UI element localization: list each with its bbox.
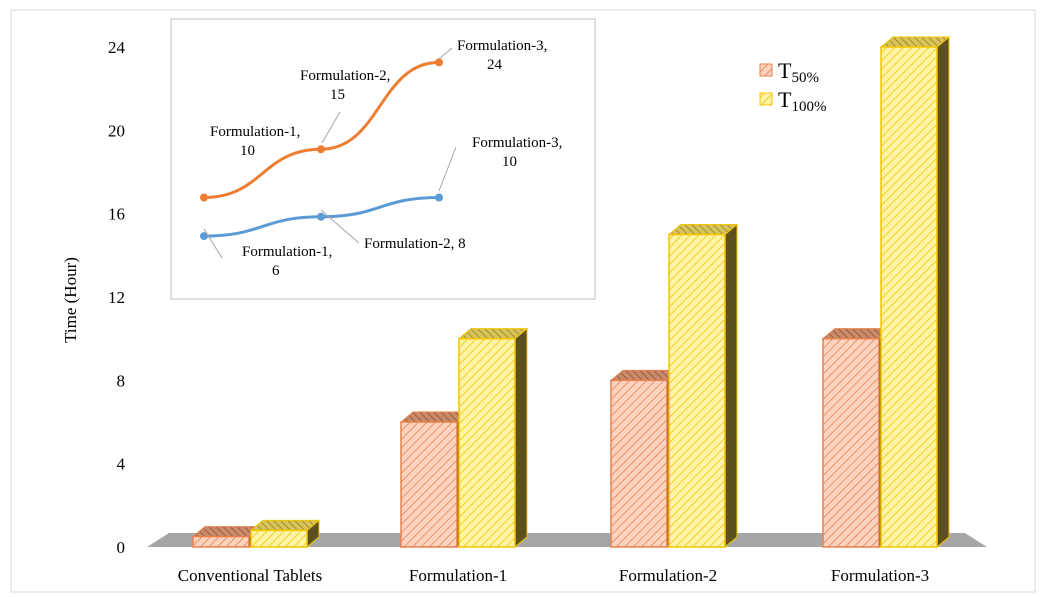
- inset-leader-line: [320, 209, 360, 244]
- inset-line-chart: Formulation-1, 10 Formulation-2, 15 Formulat…: [170, 18, 596, 300]
- bar-front: [610, 379, 668, 548]
- inset-data-label: Formulation-2, 8: [364, 236, 466, 252]
- inset-leader-line: [321, 111, 341, 144]
- bar-top: [457, 328, 529, 340]
- legend-label-t100: T100%: [778, 87, 826, 115]
- inset-leader-line: [438, 47, 453, 60]
- inset-data-label: Formulation-1,: [242, 244, 332, 260]
- bars: [191, 35, 951, 549]
- inset-data-label: Formulation-1,: [210, 124, 300, 140]
- inset-data-label: 24: [487, 57, 503, 73]
- y-tick-label: 8: [117, 371, 126, 390]
- bar-t100-0: [249, 519, 321, 549]
- bar-side: [724, 223, 738, 549]
- inset-point: [200, 193, 208, 202]
- bar-front: [880, 46, 938, 548]
- bar-t100-1: [457, 327, 529, 549]
- inset-data-label: 6: [272, 263, 280, 279]
- inset-data-label: 15: [330, 87, 345, 103]
- legend-swatch-t50: [759, 63, 773, 77]
- inset-point: [435, 193, 443, 202]
- category-labels: Conventional Tablets Formulation-1 Formula…: [178, 566, 929, 585]
- y-tick-label: 20: [108, 121, 125, 140]
- bar-t100-2: [667, 223, 739, 549]
- inset-data-label: Formulation-3,: [457, 38, 547, 54]
- y-axis-ticks: 0 4 8 12 16 20 24: [108, 38, 126, 557]
- inset-point: [317, 145, 325, 154]
- y-tick-label: 0: [117, 538, 126, 557]
- inset-frame: [170, 18, 596, 300]
- bar-front: [822, 337, 880, 548]
- y-tick-label: 4: [117, 455, 126, 474]
- chart-frame: [10, 9, 1036, 593]
- bar-top: [249, 519, 321, 531]
- inset-point: [317, 212, 325, 221]
- category-label: Formulation-3: [831, 566, 929, 585]
- category-label: Formulation-2: [619, 566, 717, 585]
- bar-t100-3: [879, 35, 951, 549]
- bar-top: [879, 36, 951, 48]
- legend: T50% T100%: [759, 58, 826, 115]
- legend-swatch-t100: [759, 92, 773, 106]
- category-label: Formulation-1: [409, 566, 507, 585]
- legend-label-t50: T50%: [778, 58, 819, 86]
- bar-front: [250, 529, 308, 548]
- bar-top: [667, 224, 739, 235]
- inset-data-label: Formulation-2,: [300, 68, 390, 84]
- y-tick-label: 24: [108, 38, 126, 57]
- inset-data-label: 10: [502, 154, 517, 170]
- chart-floor: [147, 533, 987, 547]
- inset-data-label: 10: [240, 143, 255, 159]
- bar-side: [936, 35, 950, 549]
- bar-side: [514, 327, 528, 549]
- inset-leader-line: [203, 228, 223, 259]
- bar-front: [458, 337, 516, 548]
- inset-data-label: Formulation-3,: [472, 135, 562, 151]
- inset-point: [435, 58, 443, 67]
- y-axis-label: Time (Hour): [61, 257, 80, 343]
- inset-leader-line: [438, 146, 457, 192]
- bar-front: [668, 233, 726, 548]
- inset-point: [200, 232, 208, 241]
- bar-front: [400, 421, 458, 548]
- category-label: Conventional Tablets: [178, 566, 322, 585]
- y-tick-label: 12: [108, 288, 125, 307]
- y-tick-label: 16: [108, 205, 125, 224]
- bar-front: [192, 535, 250, 548]
